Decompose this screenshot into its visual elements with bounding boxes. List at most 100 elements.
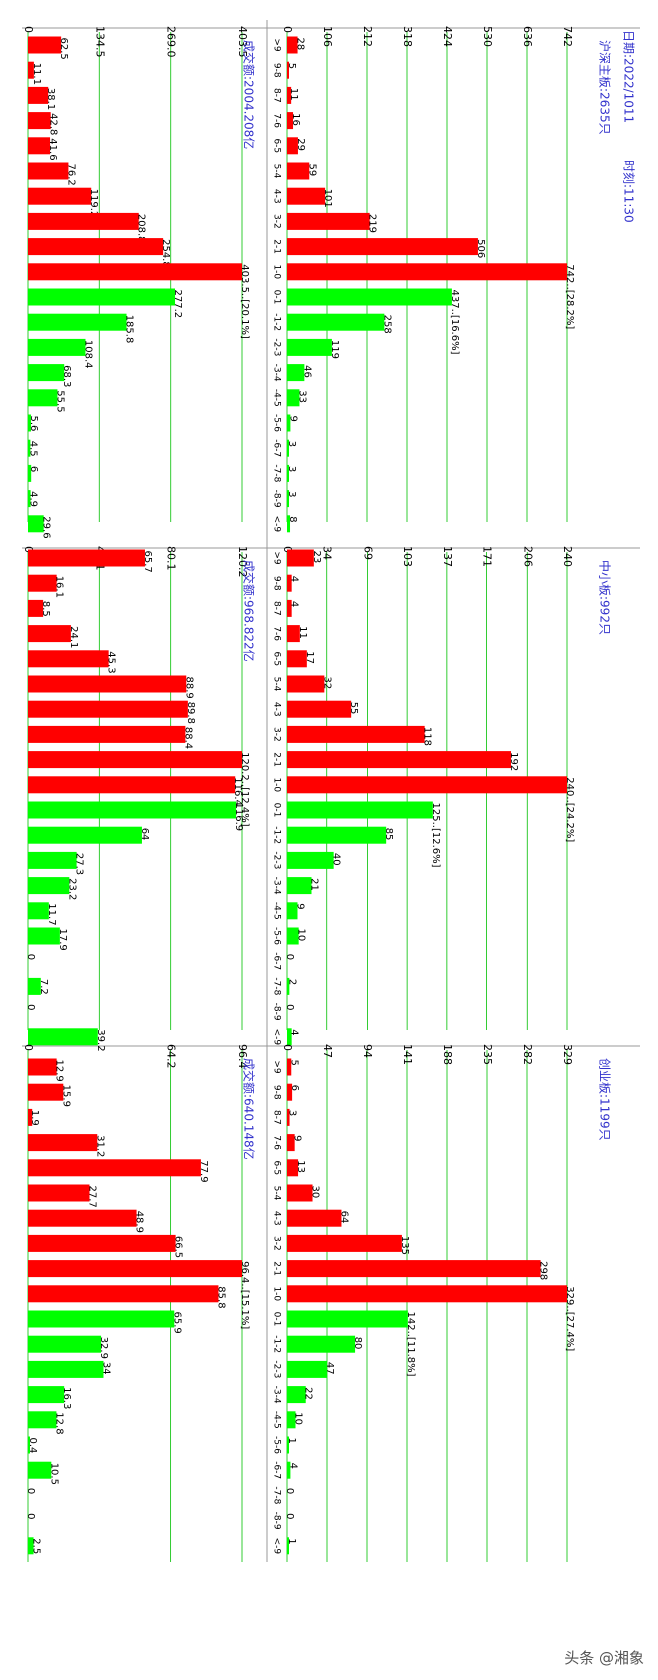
category-label: 6-5 [272, 1160, 282, 1175]
bar [28, 1234, 176, 1252]
bar [28, 414, 31, 432]
bar [28, 700, 188, 718]
data-label: 96.4..[15.1%] [239, 1261, 250, 1329]
bar [28, 826, 142, 844]
bar [28, 1260, 242, 1278]
data-label: 4 [289, 576, 300, 582]
panel-title: 成交额:968.822亿 [242, 560, 257, 662]
data-label: 22 [303, 1387, 314, 1400]
category-label: -4-5 [272, 1411, 282, 1429]
data-label: 64 [338, 1211, 349, 1224]
data-label: 32 [321, 677, 332, 690]
tick-label: 106 [321, 26, 334, 47]
data-label: 240..[24.2%] [564, 777, 575, 842]
bar [287, 927, 299, 945]
bar [28, 927, 60, 945]
category-label: 7-6 [272, 626, 282, 641]
category-label: -2-3 [272, 338, 282, 356]
data-label: 85 [383, 828, 394, 841]
tick-label: 240 [561, 546, 574, 567]
tick-label: 282 [521, 1044, 534, 1065]
data-label: 116.9 [233, 803, 244, 832]
data-label: 185.8 [124, 315, 135, 344]
bar [28, 1028, 98, 1046]
tick-label: 96.4 [236, 1044, 249, 1069]
bar [287, 313, 385, 331]
bar [287, 574, 292, 592]
data-label: 298 [538, 1261, 549, 1280]
data-label: 42.8 [48, 113, 59, 135]
bar [28, 288, 176, 306]
data-label: 506 [475, 239, 486, 258]
tick-label: 403.5 [236, 26, 249, 58]
tick-label: 318 [401, 26, 414, 47]
bar [287, 751, 511, 769]
data-label: 23 [311, 551, 322, 564]
category-label: -3-4 [272, 1386, 282, 1404]
data-label: 34 [100, 1362, 111, 1375]
bar [28, 1108, 33, 1126]
bar [28, 515, 44, 533]
category-label: 2-1 [272, 1261, 282, 1276]
bar [28, 36, 62, 54]
category-label: 8-7 [272, 88, 282, 103]
bar [28, 549, 145, 567]
bar [28, 1159, 201, 1177]
category-label: <-9 [272, 1029, 282, 1046]
data-label: 5 [286, 63, 297, 69]
data-label: 12.9 [54, 1060, 65, 1082]
category-label: 1-0 [272, 1286, 282, 1301]
bar [28, 1411, 57, 1429]
category-label: 3-2 [272, 1236, 282, 1251]
bar [28, 1285, 219, 1303]
bar [28, 1537, 34, 1555]
bar [287, 1461, 291, 1479]
data-label: 65.7 [142, 551, 153, 573]
tick-label: 64.2 [165, 1044, 178, 1069]
data-label: 108.4 [82, 340, 93, 369]
bar [287, 700, 352, 718]
bar [28, 313, 127, 331]
data-label: 119.2 [88, 189, 99, 218]
data-label: 3 [287, 1110, 298, 1116]
data-label: 38.1 [45, 88, 56, 110]
bar [287, 801, 433, 819]
data-label: 33 [296, 390, 307, 403]
tick-label: 47 [321, 1044, 334, 1058]
bar [287, 238, 478, 256]
bar [287, 1058, 292, 1076]
tick-label: 0 [281, 26, 294, 33]
data-label: 85.8 [215, 1286, 226, 1308]
bar [287, 977, 290, 995]
tick-label: 329 [561, 1044, 574, 1065]
data-label: 11 [297, 626, 308, 639]
data-label: 29.6 [41, 516, 52, 538]
tick-label: 141 [401, 1044, 414, 1065]
category-label: 2-1 [272, 752, 282, 767]
bar [287, 263, 567, 281]
data-label: 65.9 [171, 1312, 182, 1334]
bar [28, 1209, 137, 1227]
tick-label: 94 [361, 1044, 374, 1058]
bar [28, 1360, 104, 1378]
data-label: 68.3 [61, 365, 72, 387]
data-label: 59 [306, 164, 317, 177]
data-label: 28 [295, 38, 306, 51]
category-label: 7-6 [272, 113, 282, 128]
bar [28, 851, 77, 869]
bar [28, 599, 44, 617]
category-label: 0-1 [272, 290, 282, 305]
bar [28, 364, 65, 382]
panel-title: 成交额:640.148亿 [242, 1058, 257, 1160]
bar [287, 1159, 299, 1177]
data-label: 89.8 [185, 702, 196, 724]
category-label: -8-9 [272, 490, 282, 508]
bar [287, 826, 387, 844]
category-label: 4-3 [272, 1211, 282, 1226]
bar [28, 977, 41, 995]
data-label: 118 [422, 727, 433, 746]
category-label: -5-6 [272, 1436, 282, 1454]
data-label: 77.9 [198, 1160, 209, 1182]
